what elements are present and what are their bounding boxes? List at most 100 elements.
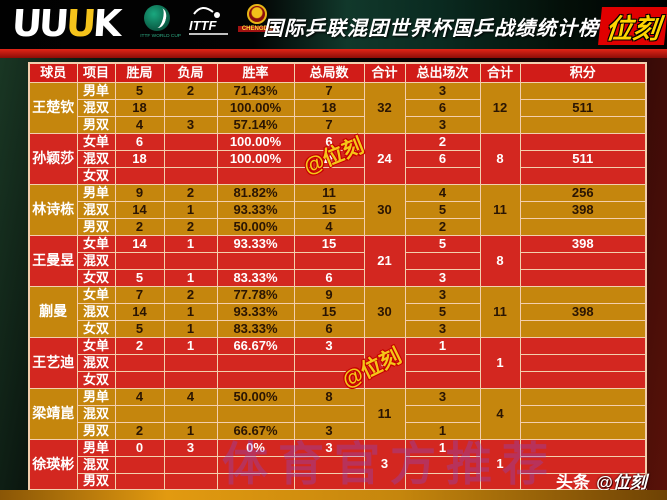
wins-cell (114, 353, 165, 372)
table-row: 混双 14 1 93.33% 15 5 398 (29, 302, 647, 321)
win-rate-cell: 100.00% (216, 132, 295, 151)
win-rate-cell: 100.00% (216, 149, 295, 168)
total-games-cell: 24 (363, 132, 406, 185)
player-name-cell: 林诗栋 (28, 183, 78, 236)
total-appearances-cell: 8 (479, 132, 521, 185)
win-rate-cell: 50.00% (216, 217, 295, 236)
table-row: 混双 (29, 404, 647, 423)
games-cell: 15 (293, 200, 365, 219)
big-watermark: 体育官方推荐 (222, 439, 558, 490)
event-cell: 混双 (76, 353, 116, 372)
table-row: 男双 4 3 57.14% 7 3 (29, 115, 647, 134)
win-rate-cell: 77.78% (216, 285, 295, 304)
win-rate-cell: 93.33% (216, 200, 295, 219)
table-row: 王艺迪 女单 2 1 66.67% 3 3 1 1 (28, 336, 647, 389)
event-cell: 男双 (76, 421, 116, 440)
losses-cell (163, 472, 218, 491)
win-rate-cell: 57.14% (216, 115, 295, 134)
points-cell (519, 285, 647, 304)
total-appearances-cell: 12 (479, 81, 521, 134)
table-row: 徐瑛彬 男单 0 3 0% 3 3 1 1 (28, 438, 647, 491)
uuk-logo-accent: U (64, 2, 95, 45)
points-cell (519, 268, 647, 287)
event-cell: 女单 (76, 132, 116, 151)
uuk-logo: UUUK (10, 2, 120, 45)
table-row: 混双 18 100.00% 18 6 511 (29, 98, 647, 117)
total-games-cell: 11 (363, 387, 406, 440)
games-cell: 3 (293, 438, 365, 457)
wins-cell: 14 (114, 302, 165, 321)
event-cell: 女双 (76, 370, 116, 389)
total-games-cell: 3 (363, 336, 406, 389)
appearances-cell: 6 (404, 149, 481, 168)
ittf-worldcup-icon (144, 5, 170, 31)
losses-cell: 4 (163, 387, 218, 406)
losses-cell (163, 404, 218, 423)
wins-cell: 4 (114, 115, 165, 134)
player-name-cell: 王艺迪 (28, 336, 78, 389)
appearances-cell: 1 (404, 438, 481, 457)
losses-cell (163, 370, 218, 389)
event-cell: 女单 (76, 336, 116, 355)
total-appearances-cell: 1 (479, 336, 521, 389)
ittf-icon: ITTF (189, 7, 228, 35)
win-rate-cell: 83.33% (216, 319, 295, 338)
games-cell: 4 (293, 217, 365, 236)
ittf-worldcup-logo: ITTF WORLD CUP (136, 5, 181, 39)
appearances-cell (404, 370, 481, 389)
total-appearances-cell: 11 (479, 285, 521, 338)
event-cell: 混双 (76, 302, 116, 321)
points-cell (519, 404, 647, 423)
table-row: 蒯曼 女单 7 2 77.78% 9 30 3 11 (28, 285, 647, 338)
losses-cell (163, 132, 218, 151)
losses-cell: 2 (163, 217, 218, 236)
ittf-logo: ITTF (186, 6, 232, 43)
ittf-worldcup-label: ITTF WORLD CUP (140, 33, 181, 39)
wins-cell: 2 (114, 421, 165, 440)
table-row: 王楚钦 男单 5 2 71.43% 7 32 3 12 (28, 81, 647, 134)
wins-cell (114, 455, 165, 474)
player-name-cell: 孙颖莎 (28, 132, 78, 185)
losses-cell: 1 (163, 319, 218, 338)
win-rate-cell: 50.00% (216, 387, 295, 406)
wins-cell: 6 (114, 132, 165, 151)
games-cell (293, 404, 365, 423)
wins-cell: 0 (114, 438, 165, 457)
appearances-cell: 6 (404, 98, 481, 117)
losses-cell (163, 353, 218, 372)
appearances-cell: 3 (404, 268, 481, 287)
points-cell (519, 251, 647, 270)
page-title: 国际乒联混团世界杯国乒战绩统计榜 (263, 18, 599, 40)
points-cell (519, 132, 647, 151)
column-header-6: 合计 (363, 62, 406, 83)
column-header-0: 球员 (28, 62, 78, 83)
games-cell: 18 (293, 149, 365, 168)
win-rate-cell (216, 166, 295, 185)
bottom-accent-bar (0, 490, 667, 500)
table-row: 女双 (29, 370, 647, 389)
total-appearances-cell: 4 (479, 387, 521, 440)
table-row: 王曼昱 女单 14 1 93.33% 15 21 5 8 398 (28, 234, 647, 287)
wins-cell (114, 251, 165, 270)
appearances-cell: 2 (404, 132, 481, 151)
points-cell (519, 217, 647, 236)
column-header-3: 负局 (163, 62, 218, 83)
column-header-9: 积分 (519, 62, 647, 83)
points-cell (519, 472, 647, 491)
points-cell: 511 (519, 149, 647, 168)
appearances-cell: 5 (404, 302, 481, 321)
header-divider (0, 49, 667, 58)
losses-cell: 1 (163, 200, 218, 219)
column-header-2: 胜局 (114, 62, 165, 83)
games-cell (293, 166, 365, 185)
table-row: 女双 (29, 166, 647, 185)
win-rate-cell (216, 455, 295, 474)
losses-cell: 1 (163, 421, 218, 440)
win-rate-cell: 71.43% (216, 81, 295, 100)
win-rate-cell: 66.67% (216, 336, 295, 355)
weike-badge: 位刻 (598, 7, 667, 45)
player-name-cell: 徐瑛彬 (28, 438, 78, 491)
games-cell: 8 (293, 387, 365, 406)
credit-handle: @位刻 (596, 473, 647, 492)
